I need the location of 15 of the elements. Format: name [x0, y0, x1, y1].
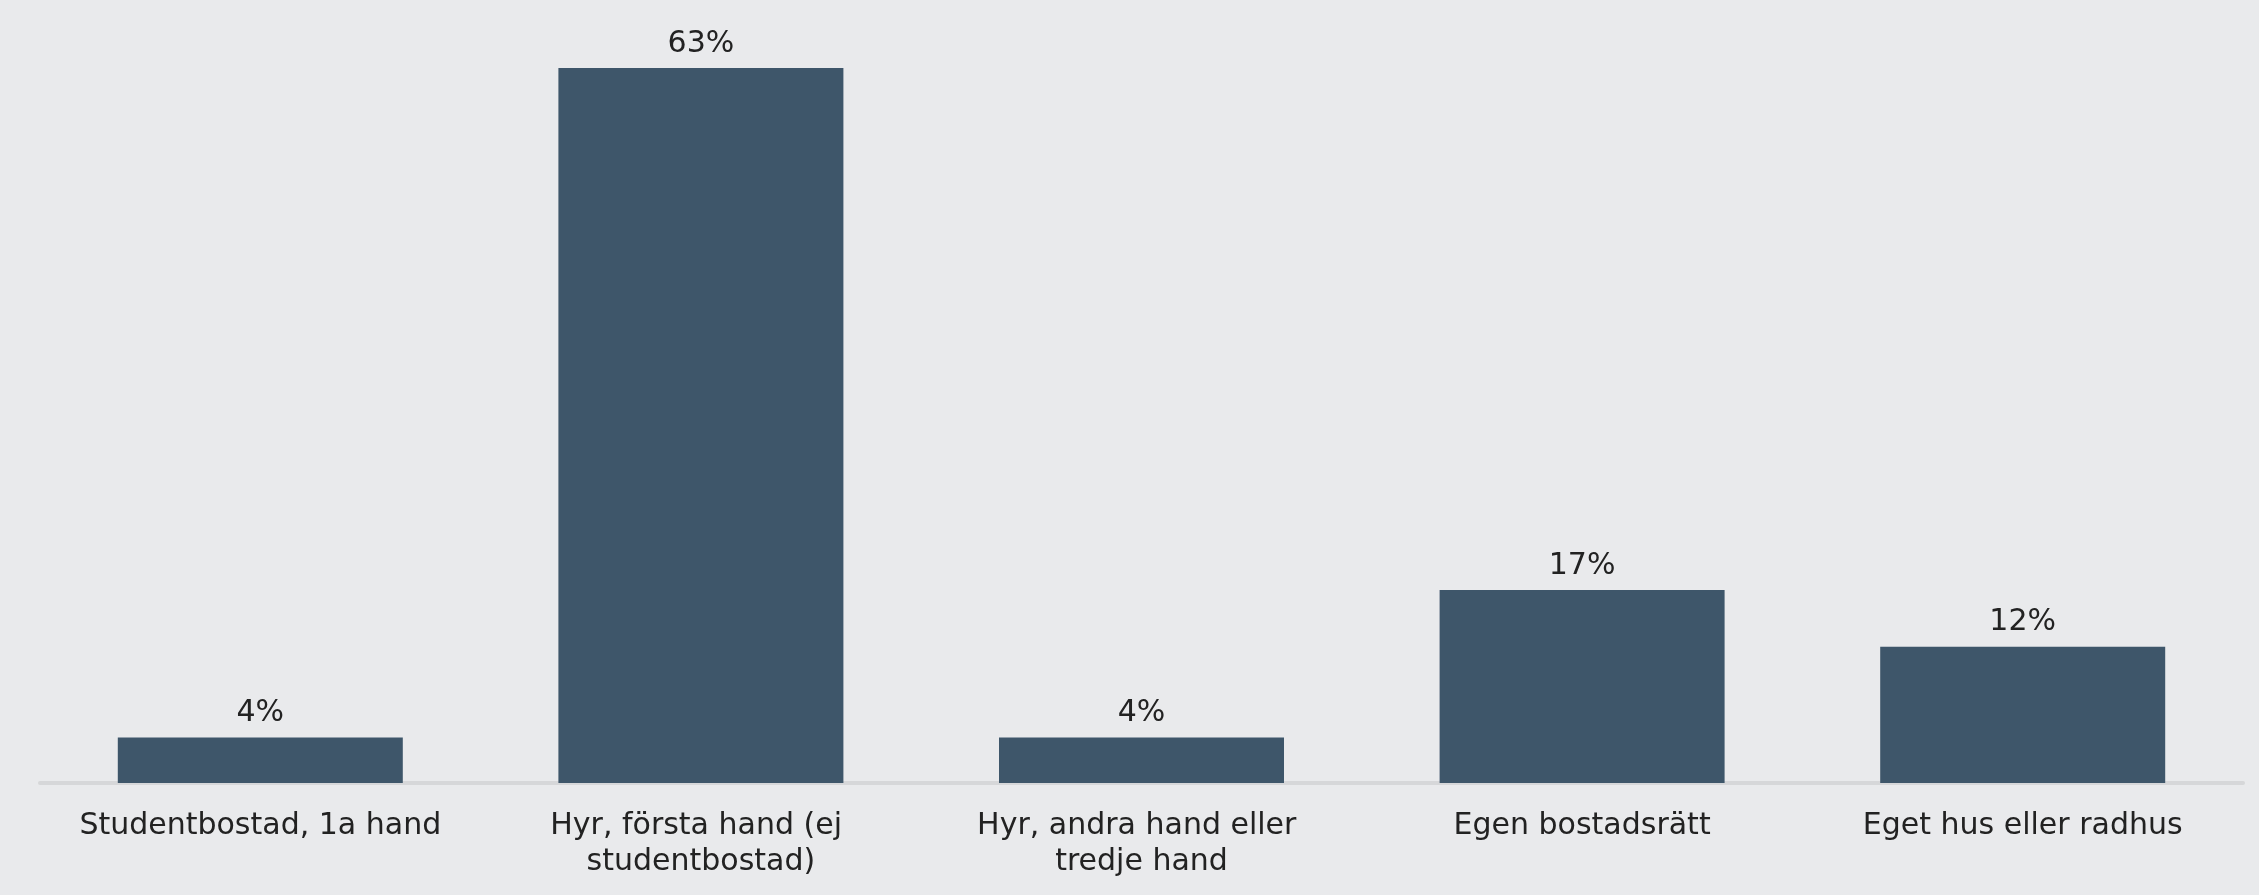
x-tick-label: Hyr, andra hand eller tredje hand	[977, 805, 1306, 877]
bar	[117, 737, 403, 783]
data-label: 17%	[1548, 545, 1616, 581]
bar	[999, 737, 1284, 783]
x-tick-label: Hyr, första hand (ej studentbostad)	[550, 805, 852, 877]
x-tick-label: Studentbostad, 1a hand	[79, 805, 442, 841]
bar	[558, 68, 844, 783]
x-tick-label: Eget hus eller radhus	[1862, 805, 2183, 841]
x-tick-label: Egen bostadsrätt	[1453, 805, 1711, 841]
data-label: 12%	[1989, 602, 2057, 638]
data-label: 4%	[236, 693, 285, 729]
data-label: 4%	[1117, 693, 1166, 729]
bar	[1439, 590, 1725, 783]
data-label: 63%	[667, 23, 735, 59]
bar	[1880, 646, 2166, 783]
